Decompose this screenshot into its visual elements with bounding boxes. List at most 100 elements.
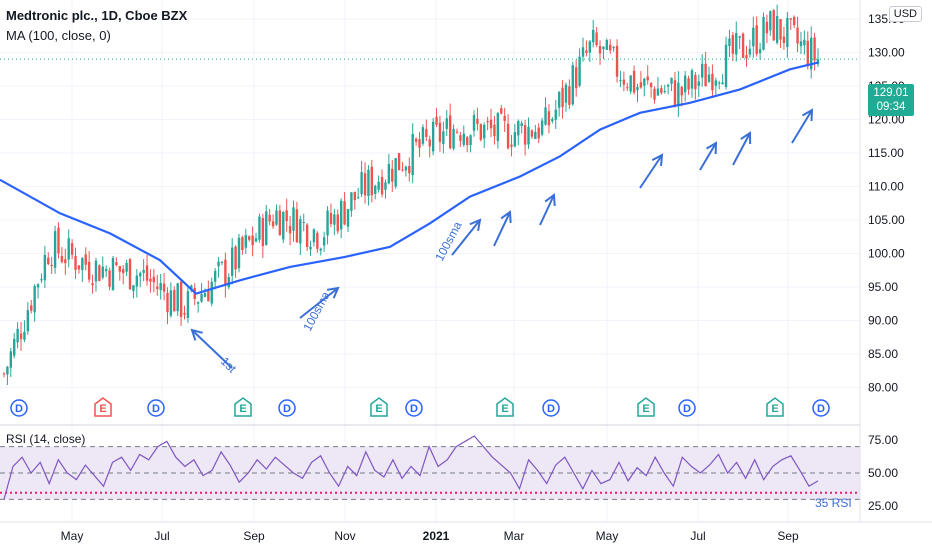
candle-body [448, 115, 452, 149]
candle-body [489, 119, 493, 129]
candle-body [33, 285, 36, 313]
candle-body [534, 131, 537, 140]
annotation-arrow-shaft [539, 194, 555, 226]
candle-body [711, 73, 714, 91]
candle-body [224, 259, 227, 286]
candle-body [452, 129, 455, 149]
candle-body [666, 84, 670, 87]
rsi-legend[interactable]: RSI (14, close) [6, 432, 85, 446]
indicator-legend[interactable]: MA (100, close, 0) [6, 28, 111, 43]
candle-body [132, 285, 135, 292]
candle-body [118, 266, 121, 272]
ma-indicator-label[interactable]: MA (100, close, 0) [6, 28, 111, 43]
candle-body [196, 302, 200, 304]
candle-body [752, 27, 755, 47]
candle-body [632, 70, 636, 93]
candle-body [237, 237, 241, 269]
dividend-marker-icon[interactable] [10, 399, 28, 417]
price-tick-label: 90.00 [868, 314, 898, 328]
candle-body [564, 84, 568, 103]
dividend-marker-icon[interactable] [147, 399, 165, 417]
annotation-arrow-shaft [299, 287, 339, 319]
bar-countdown: 09:34 [876, 101, 906, 113]
candle-body [203, 293, 207, 297]
candle-body [268, 214, 271, 222]
dividend-marker-icon[interactable] [542, 399, 560, 417]
dividend-marker-icon[interactable] [405, 399, 423, 417]
candle-body [360, 172, 363, 195]
rsi-indicator-label[interactable]: RSI (14, close) [6, 432, 86, 446]
candle-body [738, 36, 741, 38]
candle-body [462, 133, 465, 145]
price-tick-label: 115.00 [868, 146, 904, 160]
candle-body [496, 113, 500, 141]
candle-body [520, 123, 523, 127]
candle-body [271, 221, 275, 227]
price-tick-label: 85.00 [868, 347, 898, 361]
candle-body [677, 82, 680, 107]
candle-body [98, 265, 101, 281]
currency-button[interactable]: USD [888, 6, 922, 22]
candle-body [101, 266, 104, 278]
candle-body [254, 238, 258, 242]
candle-body [122, 269, 125, 274]
annotation-arrow-head [544, 193, 556, 207]
earnings-marker-icon[interactable] [94, 397, 112, 417]
symbol-title[interactable]: Medtronic plc., 1D, Cboe BZX [6, 8, 188, 23]
candle-body [547, 111, 551, 126]
annotation-arrow-head [651, 153, 664, 167]
earnings-marker-icon[interactable] [766, 397, 784, 417]
candle-body [104, 268, 108, 272]
candle-body [500, 108, 503, 114]
candle-body [544, 107, 547, 125]
dividend-marker-icon[interactable] [278, 399, 296, 417]
earnings-marker-icon[interactable] [370, 397, 388, 417]
candle-body [152, 276, 156, 283]
candle-body [43, 254, 47, 281]
symbol-legend[interactable]: Medtronic plc., 1D, Cboe BZX [6, 8, 187, 23]
rsi-band: 35 RSI [0, 446, 860, 510]
earnings-marker-icon[interactable] [234, 397, 252, 417]
candle-body [414, 138, 418, 142]
earnings-marker-icon[interactable] [496, 397, 514, 417]
rsi-tick-label: 75.00 [868, 433, 898, 447]
candle-body [9, 351, 13, 368]
candle-body [380, 176, 384, 195]
rsi-line [3, 435, 819, 500]
time-tick-label: Jul [690, 529, 705, 543]
event-marker-label: E [771, 403, 778, 415]
ma-line [0, 61, 819, 295]
event-marker-label: E [99, 403, 106, 415]
candle-body [305, 224, 309, 247]
candle-body [336, 214, 339, 232]
time-tick-label: Mar [504, 529, 525, 543]
candle-body [169, 290, 173, 316]
price-tick-label: 110.00 [868, 180, 904, 194]
candle-body [530, 130, 534, 137]
candle-body [302, 222, 305, 224]
candle-body [554, 109, 557, 120]
time-tick-label: Sep [243, 529, 265, 543]
candle-body [421, 127, 425, 144]
candle-body [363, 173, 367, 196]
event-marker-label: D [410, 403, 418, 415]
candle-body [809, 37, 813, 70]
candle-body [176, 283, 179, 312]
candle-body [517, 121, 520, 136]
time-tick-label: Jul [154, 529, 169, 543]
candle-body [745, 55, 748, 59]
dividend-marker-icon[interactable] [678, 399, 696, 417]
time-axis[interactable]: May Jul Sep Nov 2021 Mar May Jul Sep [61, 529, 799, 543]
candle-body [370, 166, 374, 196]
candle-body [540, 120, 544, 135]
dividend-marker-icon[interactable] [812, 399, 830, 417]
earnings-marker-icon[interactable] [637, 397, 655, 417]
candle-body [346, 209, 350, 227]
candle-body [765, 21, 769, 34]
candle-body [64, 259, 67, 264]
candle-body [162, 283, 166, 292]
candle-body [523, 125, 527, 145]
